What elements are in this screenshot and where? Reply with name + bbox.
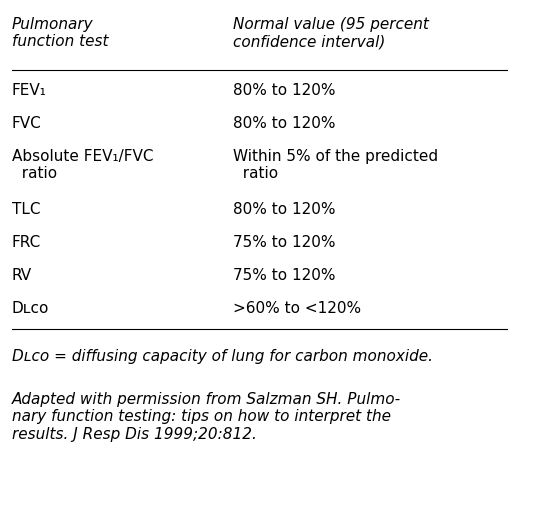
Text: >60% to <120%: >60% to <120% [233, 301, 362, 316]
Text: Within 5% of the predicted
  ratio: Within 5% of the predicted ratio [233, 149, 438, 181]
Text: Normal value (95 percent
confidence interval): Normal value (95 percent confidence inte… [233, 17, 429, 49]
Text: RV: RV [12, 268, 32, 283]
Text: 75% to 120%: 75% to 120% [233, 268, 336, 283]
Text: FEV₁: FEV₁ [12, 83, 46, 98]
Text: Absolute FEV₁/FVC
  ratio: Absolute FEV₁/FVC ratio [12, 149, 153, 181]
Text: Adapted with permission from Salzman SH. Pulmo-
nary function testing: tips on h: Adapted with permission from Salzman SH.… [12, 392, 401, 442]
Text: 80% to 120%: 80% to 120% [233, 83, 336, 98]
Text: Pulmonary
function test: Pulmonary function test [12, 17, 108, 49]
Text: Dʟco = diffusing capacity of lung for carbon monoxide.: Dʟco = diffusing capacity of lung for ca… [12, 349, 433, 363]
Text: 75% to 120%: 75% to 120% [233, 235, 336, 250]
Text: Dʟco: Dʟco [12, 301, 49, 316]
Text: FRC: FRC [12, 235, 41, 250]
Text: 80% to 120%: 80% to 120% [233, 202, 336, 217]
Text: FVC: FVC [12, 115, 42, 131]
Text: 80% to 120%: 80% to 120% [233, 115, 336, 131]
Text: TLC: TLC [12, 202, 40, 217]
